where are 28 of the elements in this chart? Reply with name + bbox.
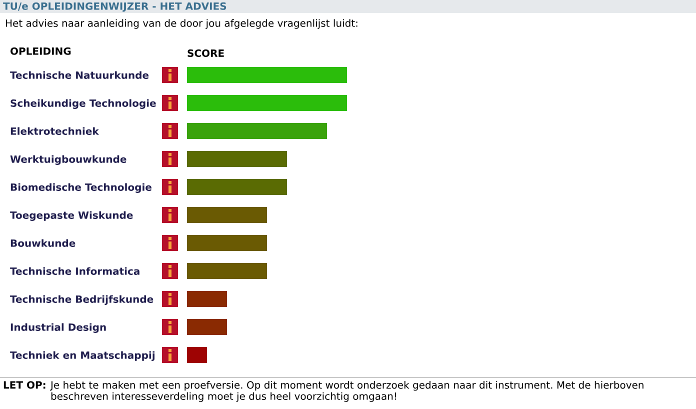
bar: [187, 123, 327, 139]
bar: [187, 263, 267, 279]
bar: [187, 179, 287, 195]
bar: [187, 151, 287, 167]
y-tick-label: Scheikundige Technologie: [10, 99, 156, 109]
bar: [187, 95, 347, 111]
y-tick-label: Biomedische Technologie: [10, 183, 152, 193]
y-tick-label: Werktuigbouwkunde: [10, 155, 126, 165]
bar: [187, 235, 267, 251]
text: Je hebt te maken met een proefversie. Op dit moment wordt onderzoek gedaan naar dit instrument. Met de hierboven beschreven interesseverdeling moet je dus heel voorzichtig omgaan!: [50, 381, 644, 402]
y-tick-label: Toegepaste Wiskunde: [10, 211, 133, 221]
y-tick-label: Elektrotechniek: [10, 127, 100, 135]
chart-title: TU/e OPLEIDINGENWIJZER - HET ADVIES: [3, 2, 226, 12]
bar: [187, 207, 267, 223]
y-tick-label: Technische Informatica: [10, 267, 140, 275]
y-tick-label: Industrial Design: [10, 323, 106, 333]
text: LET OP:: [4, 381, 46, 389]
y-tick-label: Technische Bedrijfskunde: [10, 295, 154, 305]
y-tick-label: Bouwkunde: [10, 239, 76, 247]
bar: [187, 291, 227, 307]
bar: [187, 67, 347, 83]
x-axis-title: SCORE: [188, 49, 224, 57]
y-tick-label: Techniek en Maatschappij: [10, 351, 154, 361]
chart-subtitle: Het advies naar aanleiding van de door jou afgelegde vragenlijst luidt:: [6, 19, 358, 29]
bar: [187, 347, 207, 363]
y-tick-label: Technische Natuurkunde: [10, 71, 149, 79]
y-axis-title: OPLEIDING: [10, 47, 71, 55]
bar: [187, 319, 227, 335]
